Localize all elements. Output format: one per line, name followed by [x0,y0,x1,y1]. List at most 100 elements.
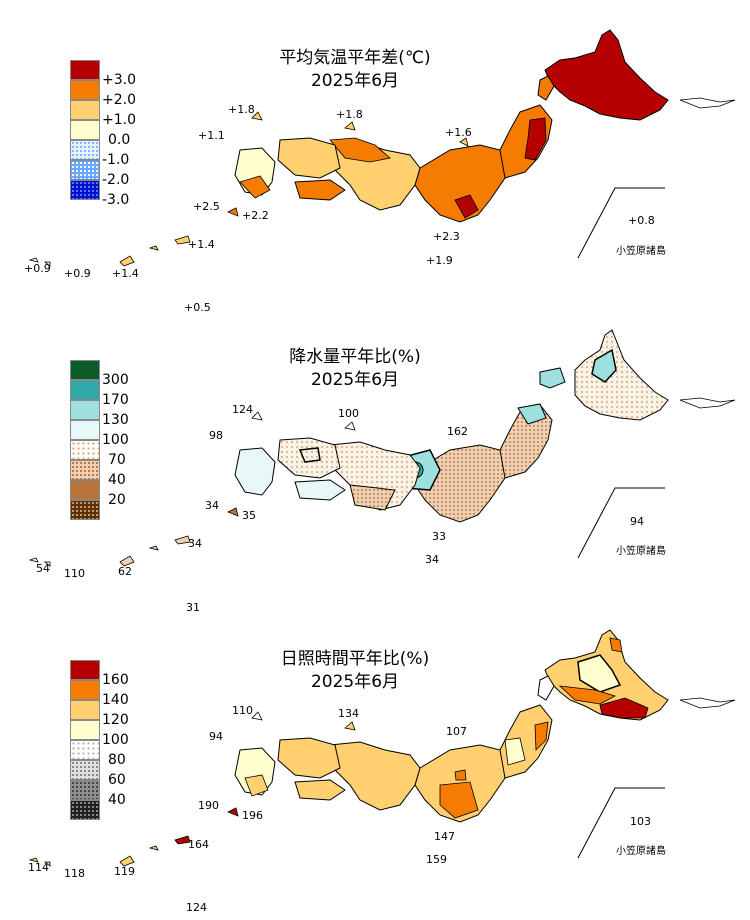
legend-label: 20 [108,492,126,508]
legend-swatch [70,700,100,720]
value-label: +1.4 [188,238,215,251]
legend-label: -1.0 [102,152,130,168]
region-kinki [329,441,421,511]
legend-swatch [70,60,100,80]
legend-label: 80 [108,752,126,768]
value-label: +1.6 [445,126,472,139]
region-chugoku [277,437,341,479]
value-label: 107 [446,725,467,738]
japan-sunshine-map [28,629,736,867]
value-label: +2.3 [433,230,460,243]
ogasawara-label: 小笠原諸島 [616,546,666,557]
value-label: +2.2 [242,209,269,222]
region-hokkaido [544,29,669,121]
region-east-japan [414,144,506,223]
value-label: +0.5 [184,301,211,314]
legend-label: 40 [108,792,126,808]
precipitation-panel: 降水量平年比(%) 2025年6月 300 170 130 100 70 40 … [0,300,750,614]
value-label: 110 [232,704,253,717]
legend-swatch [70,440,100,460]
legend-label: 40 [108,472,126,488]
value-label: +1.9 [426,254,453,267]
value-label: +2.5 [193,200,220,213]
legend-swatch [70,760,100,780]
legend-swatch [70,680,100,700]
legend-label: +2.0 [102,92,136,108]
legend-swatch [70,160,100,180]
region-kinki [329,741,421,811]
legend-label: 160 [102,672,129,688]
legend-swatch [70,740,100,760]
legend-swatch [70,400,100,420]
legend-label: 70 [108,452,126,468]
sunshine-panel: 日照時間平年比(%) 2025年6月 160 140 120 100 80 60… [0,600,750,914]
value-label: 162 [447,425,468,438]
panel-subtitle: 2025年6月 [310,370,400,390]
value-label: 34 [205,499,219,512]
legend-swatch [70,100,100,120]
legend-label: -2.0 [102,172,130,188]
panel-subtitle: 2025年6月 [310,672,400,692]
legend-swatch [70,380,100,400]
value-label: 147 [434,830,455,843]
value-label: 134 [338,707,359,720]
value-label: 114 [28,861,49,874]
legend-swatch [70,720,100,740]
value-label: 119 [114,865,135,878]
panel-title: 降水量平年比(%) [289,347,421,367]
value-label: 94 [209,730,223,743]
value-label: +0.8 [628,214,655,227]
japan-temperature-map [28,29,736,267]
value-label: 164 [188,838,209,851]
value-label: 98 [209,429,223,442]
value-label: +0.9 [24,262,51,275]
region-chugoku [277,737,341,779]
legend-label: 140 [102,692,129,708]
region-hokkaido [574,329,669,421]
legend-swatch [70,500,100,520]
value-label: 62 [118,565,132,578]
value-label: 100 [338,407,359,420]
ogasawara-label: 小笠原諸島 [616,846,666,857]
legend-label: 120 [102,712,129,728]
value-label: 124 [186,901,207,914]
value-label: 196 [242,809,263,822]
legend-swatch [70,460,100,480]
legend-label: 170 [102,392,129,408]
value-label: +1.4 [112,267,139,280]
value-label: 54 [36,562,50,575]
legend-swatch [70,180,100,200]
value-label: 34 [425,553,439,566]
region-kyushu [234,447,276,496]
value-label: +1.8 [228,103,255,116]
legend-label: 0.0 [108,132,131,148]
legend-swatch [70,800,100,820]
legend-label: -3.0 [102,192,130,208]
japan-precipitation-map [28,329,736,567]
value-label: 118 [64,867,85,880]
legend-label: +1.0 [102,112,136,128]
value-label: +1.8 [336,108,363,121]
value-label: 159 [426,853,447,866]
legend-swatch [70,120,100,140]
legend-label: 300 [102,372,129,388]
value-label: 103 [630,815,651,828]
legend-swatch [70,660,100,680]
legend-swatch [70,780,100,800]
ogasawara-inset-border [577,787,665,859]
panel-title: 日照時間平年比(%) [280,649,430,669]
value-label: 35 [242,509,256,522]
value-label: +1.1 [198,129,225,142]
legend-label: +3.0 [102,72,136,88]
panel-title: 平均気温平年差(℃) [279,48,431,68]
legend-label: 100 [102,432,129,448]
legend-swatch [70,420,100,440]
legend-swatch [70,480,100,500]
legend-swatch [70,360,100,380]
region-chugoku [277,137,341,179]
value-label: 94 [630,515,644,528]
legend-label: 100 [102,732,129,748]
value-label: 31 [186,601,200,614]
value-label: 190 [198,799,219,812]
legend-label: 130 [102,412,129,428]
